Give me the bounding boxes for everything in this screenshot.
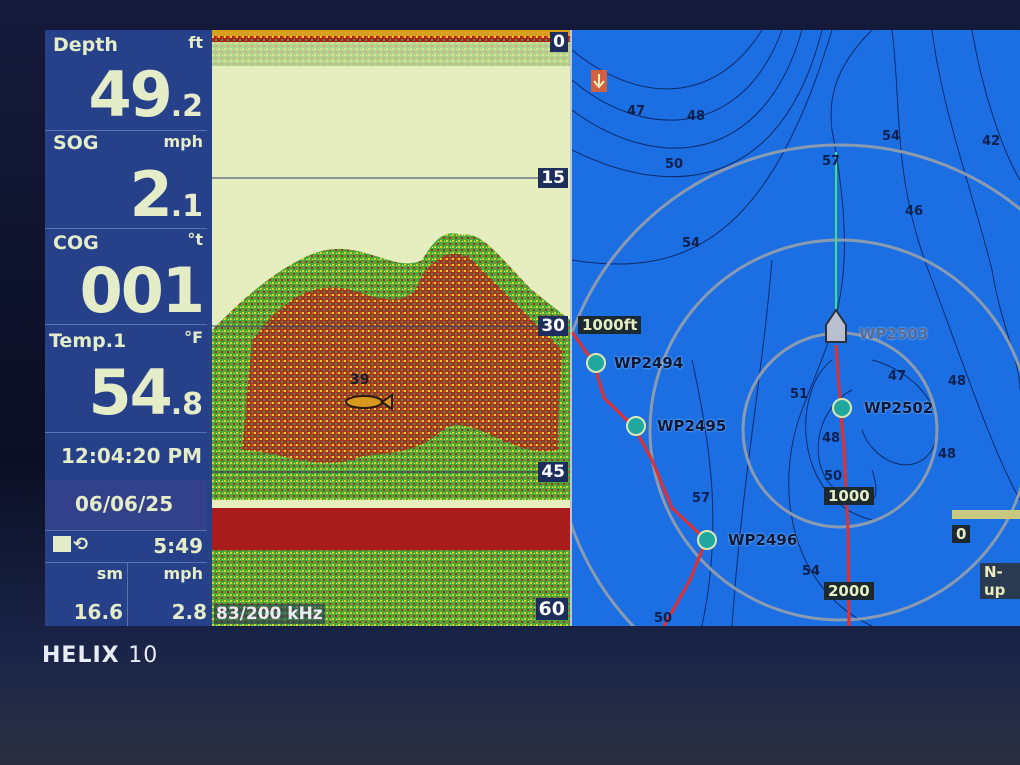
depth-scale-15: 15 — [538, 168, 568, 188]
scale-bar — [952, 510, 1020, 519]
contour-labels: 47 48 50 54 57 54 46 42 51 48 50 47 48 4… — [627, 104, 1000, 626]
timer-icon: ⟲ — [73, 534, 89, 555]
sog-value: 2 — [129, 158, 173, 231]
svg-text:48: 48 — [948, 374, 966, 389]
route-track — [572, 331, 708, 626]
map-canvas: 47 48 50 54 57 54 46 42 51 48 50 47 48 4… — [572, 30, 1020, 626]
waypoint-marker[interactable] — [697, 530, 717, 550]
svg-text:57: 57 — [692, 491, 710, 506]
waypoint-marker[interactable] — [626, 416, 646, 436]
chart-map-view[interactable]: 47 48 50 54 57 54 46 42 51 48 50 47 48 4… — [572, 30, 1020, 626]
svg-text:48: 48 — [687, 109, 705, 124]
waypoint-marker[interactable] — [832, 398, 852, 418]
range-ring-3000 — [572, 143, 1020, 626]
waypoint-label-wp2495[interactable]: WP2495 — [657, 417, 727, 435]
svg-text:42: 42 — [982, 134, 1000, 149]
waypoint-label-wp2496[interactable]: WP2496 — [728, 531, 798, 549]
svg-text:48: 48 — [822, 431, 840, 446]
scale-zero-label: 0 — [952, 525, 971, 543]
device-logo: HELIX 10 — [42, 643, 159, 668]
cog-label: COG — [53, 232, 99, 254]
orientation-n-up[interactable]: N-up — [980, 563, 1020, 599]
cog-unit: °t — [187, 230, 203, 249]
svg-text:50: 50 — [824, 469, 842, 484]
frequency-label: 83/200 kHz — [214, 604, 325, 624]
surface-band — [212, 30, 570, 36]
depth-scale-60: 60 — [535, 598, 568, 620]
cog-value: 001 — [79, 254, 205, 327]
time-readout: 12:04:20 PM — [61, 444, 203, 468]
depth-unit: ft — [188, 33, 203, 52]
temp-readout: Temp.1 °F 54.8 — [45, 324, 207, 433]
bottom-return — [212, 508, 570, 558]
svg-text:47: 47 — [627, 104, 645, 119]
cog-readout: COG °t 001 — [45, 228, 207, 327]
temp-value: 54 — [88, 356, 172, 429]
sog-label: SOG — [53, 132, 99, 154]
sonar-view[interactable]: 39 0 15 30 45 60 83/200 kHz — [212, 30, 570, 626]
svg-text:50: 50 — [665, 157, 683, 172]
temp-unit: °F — [184, 328, 203, 347]
waypoint-label-wp2503[interactable]: WP2503 — [859, 325, 929, 343]
display-screen: Depth ft 49.2 SOG mph 2.1 COG °t 001 Tem… — [45, 30, 1020, 626]
depth-label: Depth — [53, 34, 118, 56]
temp-label: Temp.1 — [49, 330, 127, 352]
date-readout: 06/06/25 — [75, 492, 174, 516]
range-ring-label-1000: 1000 — [824, 487, 874, 505]
range-ring-2000 — [648, 238, 1020, 622]
svg-text:48: 48 — [938, 447, 956, 462]
sog-unit: mph — [163, 132, 203, 151]
depth-scale-30: 30 — [538, 316, 568, 336]
map-scale-label: 1000ft — [578, 316, 642, 334]
svg-text:54: 54 — [802, 564, 820, 579]
pane-divider[interactable] — [570, 30, 572, 626]
waypoint-label-wp2494[interactable]: WP2494 — [614, 354, 684, 372]
svg-text:50: 50 — [654, 611, 672, 626]
svg-text:47: 47 — [888, 369, 906, 384]
data-overlay-panel: Depth ft 49.2 SOG mph 2.1 COG °t 001 Tem… — [45, 30, 212, 626]
fish-icon — [345, 393, 393, 411]
trip-distance: sm 16.6 — [45, 562, 128, 626]
svg-text:54: 54 — [682, 236, 700, 251]
depth-scale-45: 45 — [538, 462, 568, 482]
avg-speed: mph 2.8 — [163, 564, 207, 624]
boat-icon — [825, 308, 847, 343]
svg-text:57: 57 — [822, 154, 840, 169]
svg-text:46: 46 — [905, 204, 923, 219]
depth-readout: Depth ft 49.2 — [45, 30, 207, 131]
timer-readout: ⟲ 5:49 — [45, 530, 207, 563]
sog-readout: SOG mph 2.1 — [45, 130, 207, 231]
waypoint-marker[interactable] — [586, 353, 606, 373]
svg-text:51: 51 — [790, 387, 808, 402]
range-ring-label-2000: 2000 — [824, 582, 874, 600]
boat-track — [834, 344, 851, 626]
fish-depth-label: 39 — [350, 372, 370, 388]
depth-value: 49 — [88, 58, 172, 131]
waypoint-label-wp2502[interactable]: WP2502 — [864, 399, 934, 417]
timer-value: 5:49 — [153, 534, 203, 558]
sonar-returns — [212, 30, 570, 626]
trip-log-icon — [53, 536, 71, 552]
depth-scale-0: 0 — [550, 32, 568, 52]
svg-text:54: 54 — [882, 129, 900, 144]
